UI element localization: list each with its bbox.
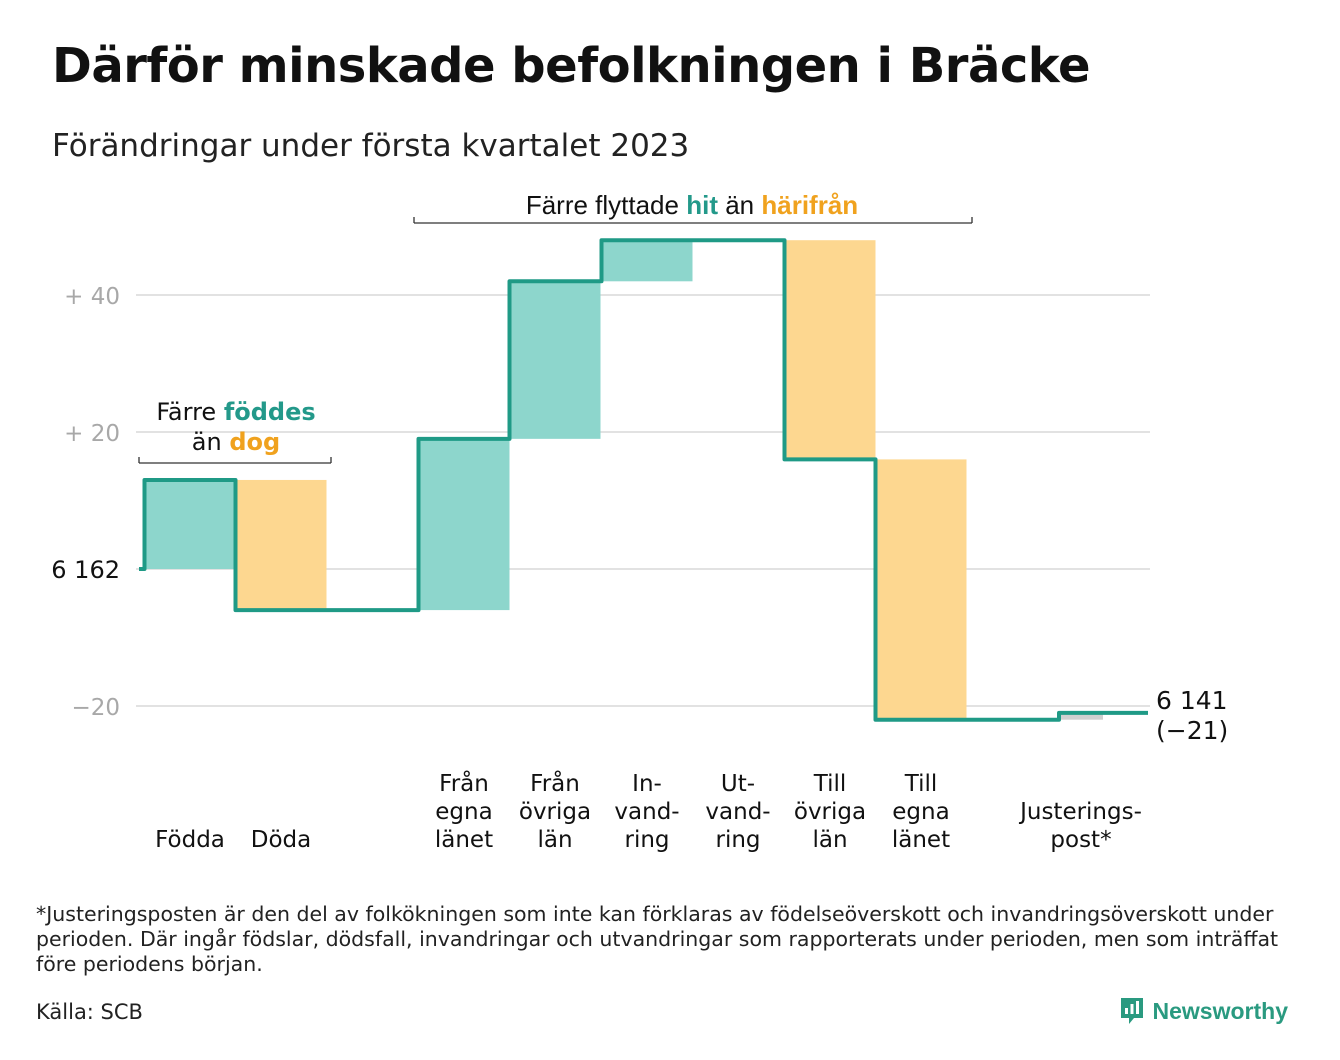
bar-increase	[509, 281, 601, 439]
footnote: *Justeringsposten är den del av folkökni…	[36, 902, 1279, 976]
bar-decrease	[235, 479, 327, 611]
y-tick-label: −20	[71, 695, 120, 721]
category-label: Till	[904, 771, 938, 797]
waterfall-chart: + 40+ 206 162−20 Födda DödaFrånegnalänetF…	[51, 190, 1228, 853]
category-label: Ut-	[721, 771, 755, 797]
chart-subtitle: Förändringar under första kvartalet 2023	[52, 128, 690, 164]
category-label: ring	[715, 827, 760, 853]
brand-name: Newsworthy	[1152, 997, 1288, 1024]
category-label: ring	[624, 827, 669, 853]
category-label: egna	[435, 799, 492, 825]
category-label: vand-	[705, 799, 770, 825]
bar-increase	[601, 240, 693, 282]
end-value-label: 6 141	[1156, 686, 1228, 715]
bar-decrease	[875, 459, 967, 720]
bar-decrease	[784, 240, 876, 460]
category-label: länet	[892, 827, 950, 853]
source-label: Källa: SCB	[36, 1000, 143, 1024]
category-label: egna	[892, 799, 949, 825]
annotation-highlight-orange: dog	[229, 428, 280, 456]
category-label: län	[812, 827, 847, 853]
end-change-label: (−21)	[1156, 716, 1228, 745]
category-label: Från	[439, 769, 489, 797]
category-label: Till	[813, 771, 847, 797]
annotation-highlight-teal: hit	[686, 190, 718, 220]
category-label: In-	[632, 771, 662, 797]
category-label: Döda	[251, 827, 311, 853]
grid-lines: + 40 + 20 6 162 −20	[51, 284, 1150, 721]
annotation-text: än	[718, 190, 761, 220]
category-label: post*	[1050, 827, 1111, 853]
category-label: övriga	[794, 799, 866, 825]
annotation-text-line1: Färre föddes	[156, 398, 315, 426]
category-label: vand-	[614, 799, 679, 825]
category-label: Från	[530, 769, 580, 797]
migration-annotation: Färre flyttade hit än härifrån	[413, 190, 973, 224]
chart-title: Därför minskade befolkningen i Bräcke	[52, 38, 1091, 94]
category-label: län	[537, 827, 572, 853]
step-line-group	[139, 238, 1148, 722]
y-tick-label: + 40	[64, 284, 120, 310]
annotation-highlight-orange: härifrån	[761, 190, 858, 220]
brand-logo: Newsworthy	[1119, 996, 1288, 1026]
bar-increase	[418, 438, 510, 611]
bar-adjustment	[1059, 712, 1103, 720]
bars	[144, 240, 1103, 720]
category-label: Justerings-	[1018, 799, 1142, 825]
baseline-value-label: 6 162	[51, 556, 120, 584]
annotation-text: än	[192, 428, 230, 456]
newsworthy-icon	[1120, 998, 1143, 1024]
category-label: länet	[435, 827, 493, 853]
category-labels: Födda DödaFrånegnalänetFrånövrigalänIn-va…	[155, 769, 1142, 853]
category-label: övriga	[519, 799, 591, 825]
category-label: Födda	[155, 827, 225, 853]
annotation-highlight-teal: föddes	[224, 398, 316, 426]
annotation-text-line2: än dog	[192, 428, 280, 456]
bar-increase	[144, 479, 236, 569]
annotation-text: Färre flyttade	[526, 190, 686, 220]
y-tick-label: + 20	[64, 421, 120, 447]
births-deaths-annotation: Färre föddes än dog	[138, 398, 332, 464]
migration-annotation-text: Färre flyttade hit än härifrån	[526, 190, 858, 220]
cumulative-step-line	[139, 238, 1148, 722]
annotation-text: Färre	[156, 398, 224, 426]
